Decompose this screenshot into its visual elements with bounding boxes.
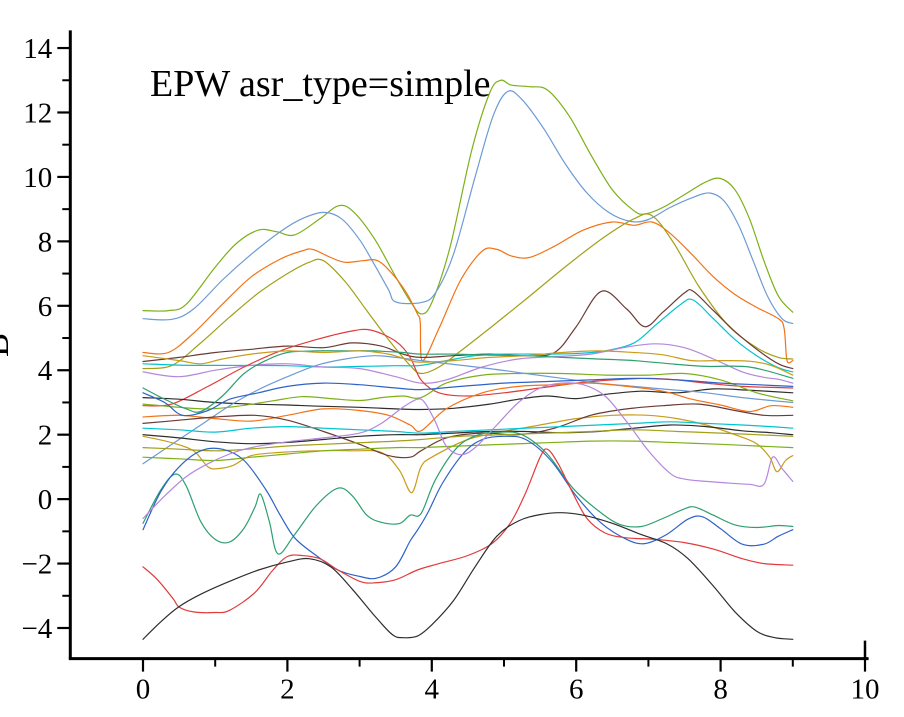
- series-line-olive-low: [142, 429, 794, 452]
- series-line-blue-top: [142, 90, 794, 325]
- series-line-black-bottom: [142, 512, 794, 640]
- series-line-black-low: [142, 424, 794, 445]
- y-tick-label: 8: [38, 226, 53, 258]
- series-line-gold-mid: [142, 414, 794, 494]
- x-tick-label: 10: [851, 674, 880, 706]
- y-tick-label: 10: [23, 162, 52, 194]
- series-line-seagreen-mid: [142, 350, 794, 413]
- y-tick-label: −2: [21, 549, 52, 581]
- x-tick-label: 6: [569, 674, 584, 706]
- series-line-chartreuse-mid: [142, 372, 794, 410]
- y-tick-label: −4: [21, 613, 52, 645]
- series-line-orange-mid: [142, 382, 794, 433]
- y-tick-label: 2: [38, 420, 53, 452]
- series-line-seagreen-deep: [142, 431, 794, 555]
- x-tick-label: 0: [136, 674, 151, 706]
- x-tick-label: 2: [280, 674, 295, 706]
- series-line-lavender-low: [142, 382, 794, 520]
- y-tick-label: 14: [23, 33, 53, 65]
- series-line-royalblue-mid: [142, 377, 794, 417]
- series-line-chartreuse-low: [142, 440, 794, 462]
- x-tick-label: 8: [713, 674, 728, 706]
- series-line-olive-main: [142, 213, 794, 375]
- y-tick-label: 12: [23, 97, 52, 129]
- series-layer: [142, 79, 794, 640]
- series-line-red-bottom: [142, 448, 794, 614]
- x-tick-label: 4: [425, 674, 440, 706]
- series-line-green-top: [142, 79, 794, 315]
- series-line-steelblue-diag: [142, 355, 794, 465]
- series-line-cyan-upper: [142, 298, 794, 373]
- series-line-gold-upper: [142, 350, 794, 376]
- y-tick-label: 0: [38, 484, 53, 516]
- axes-layer: 0 2 4 6 8 10 −4 −2 0 2 4 6 8 10 12 14: [21, 30, 880, 706]
- plot-title: EPW asr_type=simple: [150, 63, 491, 105]
- y-axis-label-partial: B: [0, 333, 16, 357]
- y-tick-label: 6: [38, 291, 53, 323]
- y-tick-label: 4: [38, 355, 53, 387]
- series-line-royalblue-deep: [142, 435, 794, 580]
- series-line-orange-main: [142, 221, 794, 364]
- series-line-cyan-mid: [142, 421, 794, 434]
